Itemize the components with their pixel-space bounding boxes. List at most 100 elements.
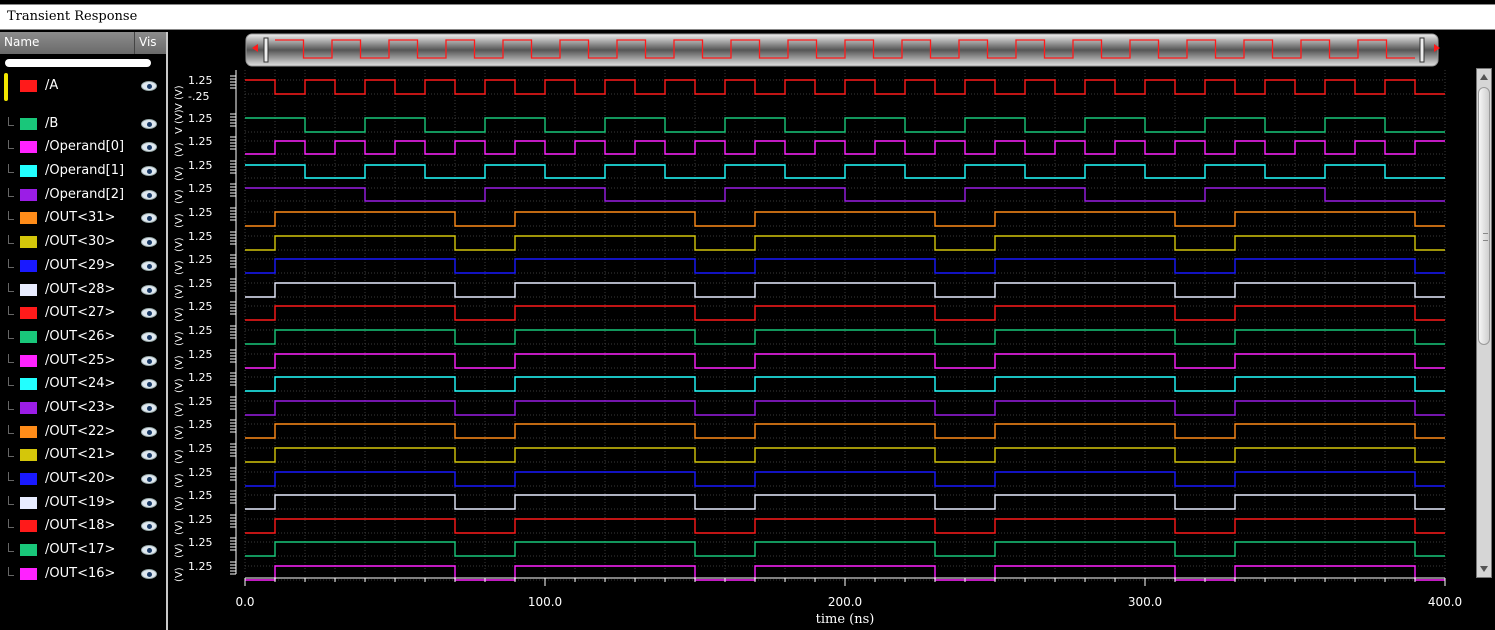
signal-name[interactable]: /A xyxy=(45,78,59,93)
signal-name[interactable]: /OUT<31> xyxy=(45,210,116,225)
eye-icon[interactable] xyxy=(141,427,157,437)
eye-icon[interactable] xyxy=(141,237,157,247)
signal-row[interactable]: /B xyxy=(0,115,166,133)
overview-left-handle[interactable] xyxy=(263,37,269,63)
signal-row[interactable]: /OUT<20> xyxy=(0,470,166,488)
waveform-trace[interactable] xyxy=(245,164,1445,179)
waveform-trace[interactable] xyxy=(245,282,1445,298)
eye-icon[interactable] xyxy=(141,261,157,271)
signal-row[interactable]: /A xyxy=(0,77,166,95)
signal-row[interactable]: /OUT<18> xyxy=(0,517,166,535)
signal-color-swatch[interactable] xyxy=(20,568,37,580)
waveform-trace[interactable] xyxy=(245,140,1445,155)
signal-name[interactable]: /Operand[1] xyxy=(45,163,125,178)
signal-color-swatch[interactable] xyxy=(20,355,37,367)
waveform-trace[interactable] xyxy=(245,518,1445,534)
signal-row[interactable]: /OUT<29> xyxy=(0,257,166,275)
waveform-trace[interactable] xyxy=(245,235,1445,251)
signal-name[interactable]: /OUT<28> xyxy=(45,282,116,297)
eye-icon[interactable] xyxy=(141,119,157,129)
signal-color-swatch[interactable] xyxy=(20,118,37,130)
signal-color-swatch[interactable] xyxy=(20,544,37,556)
scroll-up-icon[interactable] xyxy=(1480,74,1488,80)
waveform-trace[interactable] xyxy=(245,187,1445,202)
eye-icon[interactable] xyxy=(141,569,157,579)
waveform-trace[interactable] xyxy=(245,447,1445,463)
eye-icon[interactable] xyxy=(141,521,157,531)
signal-color-swatch[interactable] xyxy=(20,331,37,343)
signal-color-swatch[interactable] xyxy=(20,80,37,92)
signal-row[interactable]: /OUT<27> xyxy=(0,304,166,322)
eye-icon[interactable] xyxy=(141,81,157,91)
signal-list-hscroll[interactable] xyxy=(5,59,151,67)
panel-divider[interactable] xyxy=(166,32,168,630)
signal-color-swatch[interactable] xyxy=(20,260,37,272)
signal-row[interactable]: /OUT<28> xyxy=(0,281,166,299)
vertical-scrollbar[interactable] xyxy=(1476,68,1492,578)
waveform-trace[interactable] xyxy=(245,211,1445,227)
overview-frame[interactable] xyxy=(245,33,1439,67)
signal-row[interactable]: /OUT<24> xyxy=(0,375,166,393)
eye-icon[interactable] xyxy=(141,166,157,176)
waveform-trace[interactable] xyxy=(245,400,1445,416)
eye-icon[interactable] xyxy=(141,308,157,318)
signal-name[interactable]: /OUT<16> xyxy=(45,566,116,581)
waveform-trace[interactable] xyxy=(245,305,1445,321)
signal-color-swatch[interactable] xyxy=(20,426,37,438)
waveform-trace[interactable] xyxy=(245,423,1445,439)
signal-name[interactable]: /OUT<20> xyxy=(45,471,116,486)
name-column-header[interactable]: Name xyxy=(4,35,40,49)
signal-name[interactable]: /OUT<29> xyxy=(45,258,116,273)
signal-row[interactable]: /OUT<22> xyxy=(0,423,166,441)
eye-icon[interactable] xyxy=(141,545,157,555)
signal-row[interactable]: /OUT<23> xyxy=(0,399,166,417)
signal-name[interactable]: /OUT<25> xyxy=(45,353,116,368)
signal-name[interactable]: /OUT<22> xyxy=(45,424,116,439)
eye-icon[interactable] xyxy=(141,332,157,342)
signal-row[interactable]: /Operand[0] xyxy=(0,138,166,156)
signal-row[interactable]: /OUT<30> xyxy=(0,233,166,251)
signal-color-swatch[interactable] xyxy=(20,378,37,390)
overview-right-handle[interactable] xyxy=(1419,37,1425,63)
waveform-trace[interactable] xyxy=(245,471,1445,487)
waveform-trace[interactable] xyxy=(245,329,1445,345)
signal-color-swatch[interactable] xyxy=(20,497,37,509)
waveform-trace[interactable] xyxy=(245,79,1445,95)
signal-name[interactable]: /OUT<18> xyxy=(45,518,116,533)
signal-name[interactable]: /OUT<26> xyxy=(45,329,116,344)
signal-name[interactable]: /OUT<30> xyxy=(45,234,116,249)
signal-row[interactable]: /OUT<16> xyxy=(0,565,166,583)
eye-icon[interactable] xyxy=(141,285,157,295)
overview-right-arrow-icon[interactable] xyxy=(1434,44,1440,52)
scroll-thumb[interactable] xyxy=(1478,87,1490,345)
signal-name[interactable]: /OUT<24> xyxy=(45,376,116,391)
overview-navigator[interactable] xyxy=(245,33,1440,67)
signal-name[interactable]: /OUT<23> xyxy=(45,400,116,415)
signal-color-swatch[interactable] xyxy=(20,236,37,248)
signal-color-swatch[interactable] xyxy=(20,402,37,414)
signal-name[interactable]: /OUT<17> xyxy=(45,542,116,557)
signal-color-swatch[interactable] xyxy=(20,449,37,461)
signal-row[interactable]: /OUT<25> xyxy=(0,352,166,370)
signal-color-swatch[interactable] xyxy=(20,165,37,177)
signal-row[interactable]: /OUT<17> xyxy=(0,541,166,559)
eye-icon[interactable] xyxy=(141,474,157,484)
eye-icon[interactable] xyxy=(141,498,157,508)
waveform-trace[interactable] xyxy=(245,541,1445,557)
eye-icon[interactable] xyxy=(141,213,157,223)
waveform-trace[interactable] xyxy=(245,353,1445,369)
signal-color-swatch[interactable] xyxy=(20,520,37,532)
signal-name[interactable]: /OUT<27> xyxy=(45,305,116,320)
signal-row[interactable]: /Operand[2] xyxy=(0,186,166,204)
eye-icon[interactable] xyxy=(141,450,157,460)
signal-row[interactable]: /OUT<26> xyxy=(0,328,166,346)
eye-icon[interactable] xyxy=(141,190,157,200)
signal-color-swatch[interactable] xyxy=(20,212,37,224)
waveform-trace[interactable] xyxy=(245,258,1445,274)
signal-name[interactable]: /OUT<19> xyxy=(45,495,116,510)
eye-icon[interactable] xyxy=(141,356,157,366)
eye-icon[interactable] xyxy=(141,142,157,152)
signal-row[interactable]: /OUT<21> xyxy=(0,446,166,464)
signal-color-swatch[interactable] xyxy=(20,284,37,296)
